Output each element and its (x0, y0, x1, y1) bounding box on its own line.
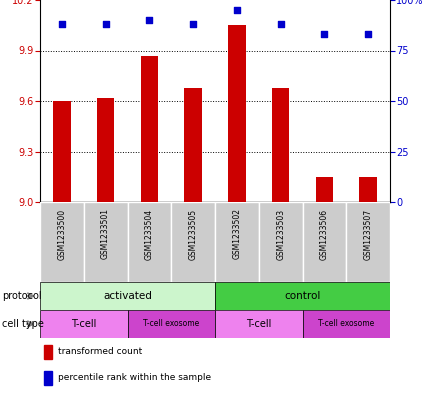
Text: protocol: protocol (2, 291, 42, 301)
Bar (215, 202, 259, 282)
Bar (215, 282, 390, 310)
Bar (171, 202, 215, 282)
Bar (40, 310, 128, 338)
Point (233, 7, 240, 13)
Text: percentile rank within the sample: percentile rank within the sample (57, 373, 211, 382)
Bar (43, 371, 52, 385)
Text: T-cell exosome: T-cell exosome (143, 320, 199, 329)
Text: transformed count: transformed count (57, 347, 142, 356)
Bar (40, 202, 84, 282)
Bar (259, 202, 303, 282)
Text: GSM1233506: GSM1233506 (320, 208, 329, 259)
Bar (43, 345, 52, 359)
Point (102, 21, 109, 28)
Bar (316, 177, 333, 202)
Bar (40, 282, 215, 310)
Point (321, 31, 328, 37)
Bar (53, 101, 71, 202)
Text: GSM1233503: GSM1233503 (276, 208, 285, 259)
Bar (272, 88, 289, 202)
Bar (128, 202, 171, 282)
Bar (184, 88, 202, 202)
Text: activated: activated (103, 291, 152, 301)
Text: T-cell: T-cell (246, 319, 272, 329)
Bar (215, 310, 303, 338)
Point (365, 31, 371, 37)
Text: GSM1233507: GSM1233507 (364, 208, 373, 259)
Bar (141, 55, 158, 202)
Text: GSM1233502: GSM1233502 (232, 208, 241, 259)
Text: cell type: cell type (2, 319, 44, 329)
Bar (128, 310, 215, 338)
Point (190, 21, 196, 28)
Point (59, 21, 65, 28)
Text: GSM1233504: GSM1233504 (145, 208, 154, 259)
Bar (360, 177, 377, 202)
Bar (228, 25, 246, 202)
Bar (84, 202, 128, 282)
Point (277, 21, 284, 28)
Bar (303, 202, 346, 282)
Text: GSM1233501: GSM1233501 (101, 208, 110, 259)
Bar (97, 97, 114, 202)
Point (146, 17, 153, 23)
Text: T-cell exosome: T-cell exosome (318, 320, 374, 329)
Text: GSM1233505: GSM1233505 (189, 208, 198, 259)
Bar (346, 202, 390, 282)
Text: GSM1233500: GSM1233500 (57, 208, 66, 259)
Text: control: control (284, 291, 321, 301)
Text: T-cell: T-cell (71, 319, 96, 329)
Bar (303, 310, 390, 338)
